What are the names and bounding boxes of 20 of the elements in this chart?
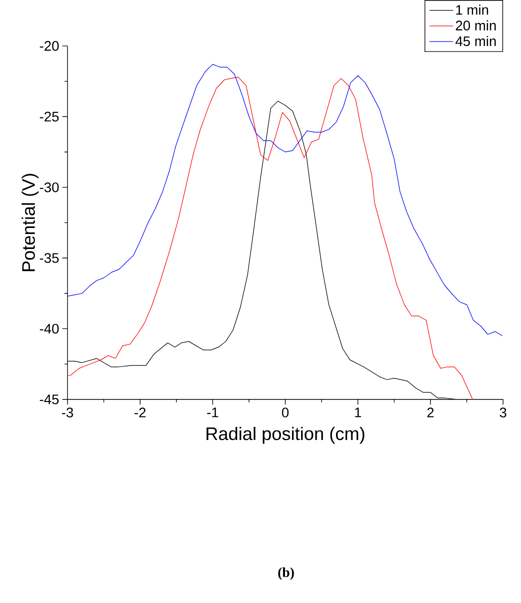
x-tick-label: -3 bbox=[62, 408, 73, 418]
text: (b) bbox=[278, 567, 294, 580]
x-tick-label: 2 bbox=[427, 408, 434, 418]
x-tick-label: 3 bbox=[500, 408, 506, 418]
y-axis-title: Potential (V) bbox=[22, 174, 38, 272]
legend-label: 20 min bbox=[456, 20, 496, 30]
y-tick-label: -25 bbox=[40, 112, 59, 122]
y-tick-label: -45 bbox=[40, 394, 59, 404]
legend-label: 45 min bbox=[455, 36, 496, 46]
x-tick-label: 0 bbox=[282, 408, 289, 418]
legend-label: 1 min bbox=[456, 4, 488, 15]
y-tick-label: -40 bbox=[40, 324, 59, 334]
y-tick-label: -35 bbox=[40, 253, 59, 263]
x-tick-label: 1 bbox=[355, 408, 361, 418]
line-series bbox=[67, 64, 503, 336]
y-tick-label: -20 bbox=[40, 41, 59, 51]
x-tick-label: -2 bbox=[134, 408, 146, 418]
x-axis-title: Radial position (cm) bbox=[206, 426, 364, 444]
y-tick-label: -30 bbox=[40, 182, 59, 192]
x-tick-label: -1 bbox=[207, 408, 218, 418]
